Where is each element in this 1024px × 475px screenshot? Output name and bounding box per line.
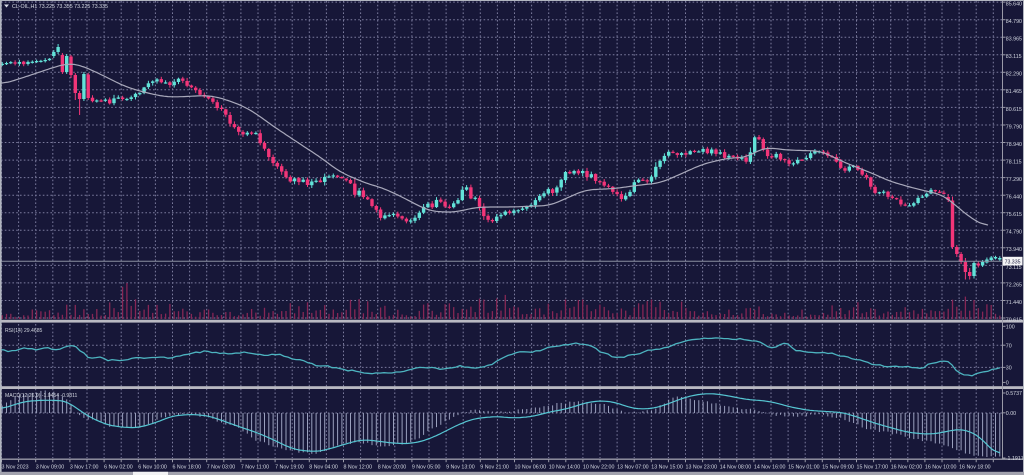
svg-text:79.790: 79.790 xyxy=(1006,124,1022,130)
svg-text:30: 30 xyxy=(1006,366,1012,372)
svg-text:8 Nov 20:00: 8 Nov 20:00 xyxy=(378,465,407,471)
svg-text:16 Nov 10:00: 16 Nov 10:00 xyxy=(925,465,957,471)
svg-text:10 Nov 06:00: 10 Nov 06:00 xyxy=(515,465,547,471)
svg-text:75.615: 75.615 xyxy=(1006,212,1022,218)
svg-text:8 Nov 12:00: 8 Nov 12:00 xyxy=(344,465,373,471)
svg-text:72.265: 72.265 xyxy=(1006,282,1022,288)
svg-text:16 Nov 02:00: 16 Nov 02:00 xyxy=(891,465,923,471)
svg-text:0: 0 xyxy=(1006,381,1009,387)
svg-text:16 Nov 18:00: 16 Nov 18:00 xyxy=(959,465,991,471)
svg-text:9 Nov 13:00: 9 Nov 13:00 xyxy=(446,465,475,471)
svg-text:10 Nov 14:00: 10 Nov 14:00 xyxy=(549,465,581,471)
svg-text:0.5737: 0.5737 xyxy=(1006,391,1022,397)
svg-text:71.440: 71.440 xyxy=(1006,300,1022,306)
svg-text:10 Nov 22:00: 10 Nov 22:00 xyxy=(583,465,615,471)
svg-text:0.00: 0.00 xyxy=(1006,411,1016,417)
svg-text:84.790: 84.790 xyxy=(1006,19,1022,25)
svg-text:100: 100 xyxy=(1006,325,1015,331)
svg-text:CL-OIL,H1 73.225 73.355 73.22: CL-OIL,H1 73.225 73.355 73.225 73.335 xyxy=(12,4,108,10)
svg-text:9 Nov 21:00: 9 Nov 21:00 xyxy=(480,465,509,471)
svg-text:7 Nov 19:00: 7 Nov 19:00 xyxy=(275,465,304,471)
svg-text:78.115: 78.115 xyxy=(1006,160,1022,166)
svg-text:15 Nov 01:00: 15 Nov 01:00 xyxy=(788,465,820,471)
svg-text:6 Nov 02:00: 6 Nov 02:00 xyxy=(104,465,133,471)
svg-text:6 Nov 18:00: 6 Nov 18:00 xyxy=(173,465,202,471)
svg-text:7 Nov 03:00: 7 Nov 03:00 xyxy=(207,465,236,471)
svg-text:15 Nov 17:00: 15 Nov 17:00 xyxy=(857,465,889,471)
svg-text:73.115: 73.115 xyxy=(1006,265,1022,271)
svg-text:3 Nov 09:00: 3 Nov 09:00 xyxy=(36,465,65,471)
svg-text:77.290: 77.290 xyxy=(1006,177,1022,183)
svg-text:14 Nov 08:00: 14 Nov 08:00 xyxy=(720,465,752,471)
svg-text:76.440: 76.440 xyxy=(1006,195,1022,201)
svg-text:81.465: 81.465 xyxy=(1006,89,1022,95)
svg-text:7 Nov 11:00: 7 Nov 11:00 xyxy=(241,465,269,471)
svg-text:6 Nov 10:00: 6 Nov 10:00 xyxy=(138,465,167,471)
svg-text:13 Nov 07:00: 13 Nov 07:00 xyxy=(617,465,649,471)
svg-text:15 Nov 09:00: 15 Nov 09:00 xyxy=(822,465,854,471)
svg-text:85.640: 85.640 xyxy=(1006,2,1022,8)
svg-text:13 Nov 15:00: 13 Nov 15:00 xyxy=(651,465,683,471)
svg-text:13 Nov 23:00: 13 Nov 23:00 xyxy=(686,465,718,471)
svg-text:82.290: 82.290 xyxy=(1006,72,1022,78)
svg-text:8 Nov 04:00: 8 Nov 04:00 xyxy=(309,465,338,471)
svg-text:70.615: 70.615 xyxy=(1006,317,1022,323)
svg-text:3 Nov 2023: 3 Nov 2023 xyxy=(2,465,29,471)
svg-text:73.940: 73.940 xyxy=(1006,247,1022,253)
svg-text:83.965: 83.965 xyxy=(1006,37,1022,43)
svg-text:80.615: 80.615 xyxy=(1006,107,1022,113)
svg-text:74.790: 74.790 xyxy=(1006,230,1022,236)
svg-text:RSI(14) 29.4685: RSI(14) 29.4685 xyxy=(5,328,43,334)
svg-text:78.940: 78.940 xyxy=(1006,142,1022,148)
svg-text:9 Nov 05:00: 9 Nov 05:00 xyxy=(412,465,441,471)
svg-text:73.335: 73.335 xyxy=(1005,260,1021,266)
svg-text:-1.1917: -1.1917 xyxy=(1006,456,1024,462)
svg-text:14 Nov 16:00: 14 Nov 16:00 xyxy=(754,465,786,471)
svg-text:MACD(12,26,9) -1.0454 -0.9811: MACD(12,26,9) -1.0454 -0.9811 xyxy=(5,393,78,399)
svg-text:3 Nov 17:00: 3 Nov 17:00 xyxy=(70,465,99,471)
svg-text:70: 70 xyxy=(1006,343,1012,349)
svg-text:83.115: 83.115 xyxy=(1006,54,1022,60)
